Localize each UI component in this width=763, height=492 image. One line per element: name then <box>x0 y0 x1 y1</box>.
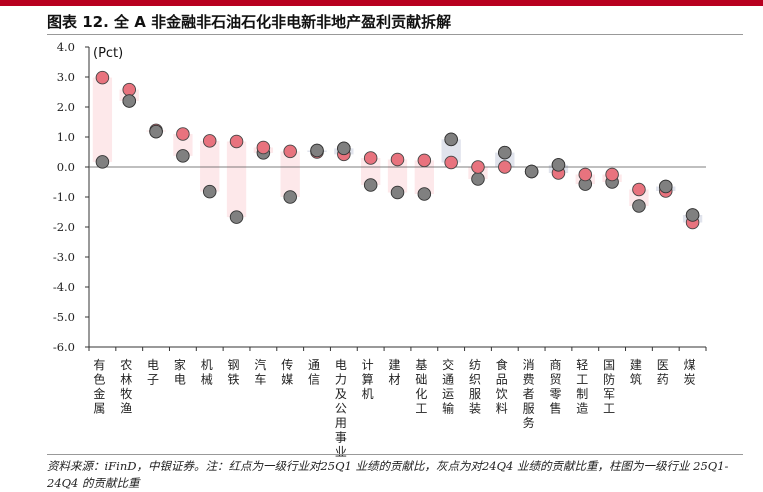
diff-bar <box>361 158 381 185</box>
diff-bar <box>200 140 220 192</box>
red-point <box>229 134 244 149</box>
grey-point <box>685 208 700 222</box>
title-divider <box>47 34 743 35</box>
x-tick-label: 食品饮料 <box>496 357 508 416</box>
x-tick-label: 通信 <box>308 358 320 387</box>
grey-point <box>659 179 673 194</box>
x-tick-label: 商贸零售 <box>549 357 561 416</box>
axes: 4.0 3.0 2.0 1.0 0.0 -1.0 -2.0 -3.0 -4.0 -5.0 -6.0 <box>53 40 707 354</box>
x-tick-label: 消费者服务 <box>523 358 535 430</box>
x-tick-label: 电子 <box>147 358 159 387</box>
x-tick-label: 建材 <box>388 358 400 387</box>
red-point <box>202 134 217 148</box>
red-point <box>578 167 593 182</box>
red-point <box>122 82 136 97</box>
x-tick-label: 钢铁 <box>228 358 240 387</box>
grey-point <box>498 145 512 160</box>
grey-point <box>551 158 566 172</box>
y-tick-label: -2.0 <box>53 220 75 234</box>
diff-bar <box>92 77 113 162</box>
red-point <box>176 127 190 141</box>
y-tick-label: -3.0 <box>53 250 75 264</box>
x-tick-label: 传媒 <box>281 357 293 387</box>
red-point <box>632 182 646 197</box>
x-tick-label: 轻工制造 <box>576 358 588 416</box>
red-point <box>363 151 378 165</box>
x-tick-label: 交通运输 <box>442 357 454 416</box>
diff-bar <box>280 151 300 197</box>
x-tick-label: 医药 <box>657 358 669 387</box>
grey-point <box>524 164 539 179</box>
grey-point <box>632 199 646 213</box>
grey-point <box>363 178 378 192</box>
x-tick-label: 国防军工 <box>603 358 615 416</box>
grey-point <box>122 94 136 108</box>
red-point <box>417 153 432 168</box>
red-point <box>498 160 512 174</box>
x-tick-label: 基础化工 <box>415 358 427 416</box>
red-point <box>256 140 271 155</box>
red-point <box>605 167 619 182</box>
red-point <box>95 70 110 85</box>
diff-bar <box>441 139 461 163</box>
red-point <box>471 160 485 174</box>
y-tick-label: -5.0 <box>53 310 75 324</box>
footnote: 资料来源：iFinD，中银证券。注：红点为一级行业对25Q1 业绩的贡献比，灰点… <box>47 459 729 490</box>
y-tick-label: -1.0 <box>53 190 75 204</box>
diff-bar <box>414 160 434 194</box>
grey-point <box>444 132 458 147</box>
x-tick-label: 有色金属 <box>93 358 105 416</box>
y-tick-label: 3.0 <box>57 70 75 84</box>
top-accent-bar <box>0 0 763 6</box>
x-tick-label: 电力及公用事业 <box>335 358 347 459</box>
y-tick-label: 4.0 <box>57 40 75 54</box>
y-tick-label: 0.0 <box>57 160 75 174</box>
grey-point <box>471 172 485 186</box>
red-point <box>444 155 458 170</box>
x-tick-label: 建筑 <box>630 358 642 387</box>
x-tick-label: 纺织服装 <box>469 358 481 416</box>
grey-point <box>417 187 432 201</box>
x-tick-label: 煤炭 <box>684 358 696 387</box>
data-points <box>95 70 700 230</box>
grey-point <box>95 155 110 169</box>
grey-point <box>202 184 217 199</box>
x-tick-label: 家电 <box>174 357 186 387</box>
diff-bar <box>387 159 408 193</box>
y-tick-label: 2.0 <box>57 100 75 114</box>
y-axis-label: (Pct) <box>93 46 123 61</box>
grey-point <box>310 143 324 158</box>
page-title: 图表 12. 全 A 非金融非石油石化非电新非地产盈利贡献拆解 <box>47 13 452 31</box>
grey-point <box>337 141 351 156</box>
x-tick-label: 农林牧渔 <box>120 358 132 416</box>
red-point <box>283 144 297 159</box>
y-tick-label: -6.0 <box>53 340 75 354</box>
diff-bar <box>226 141 247 218</box>
grey-point <box>149 124 163 139</box>
grey-point <box>176 149 190 163</box>
x-tick-label: 计算机 <box>362 358 374 401</box>
x-tick-label: 机械 <box>201 358 213 387</box>
grey-point <box>283 190 297 204</box>
grey-point <box>390 185 405 200</box>
footnote-divider <box>47 454 743 455</box>
diff-bar <box>173 134 193 156</box>
grey-point <box>229 210 244 224</box>
red-point <box>390 152 405 167</box>
y-tick-label: 1.0 <box>57 130 75 144</box>
y-tick-label: -4.0 <box>53 280 75 294</box>
x-tick-label: 汽车 <box>254 357 266 387</box>
